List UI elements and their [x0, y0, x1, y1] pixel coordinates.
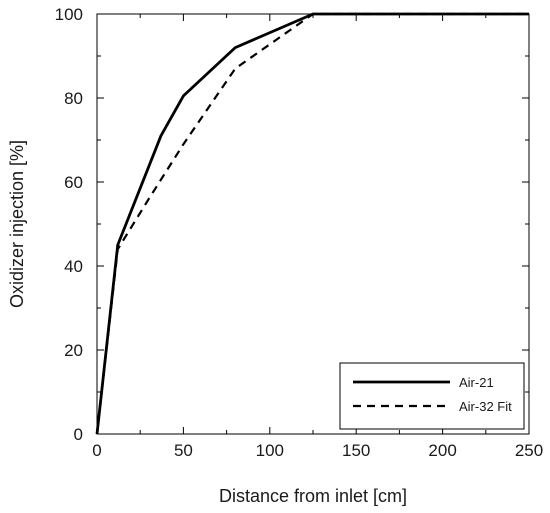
y-tick-label: 20 [64, 341, 83, 360]
legend: Air-21 Air-32 Fit [339, 362, 525, 430]
y-axis-title: Oxidizer injection [%] [7, 140, 27, 308]
y-tick-label: 0 [74, 425, 83, 444]
x-tick-label: 0 [92, 441, 101, 460]
legend-box [339, 362, 525, 430]
y-tick-label: 100 [55, 5, 83, 24]
axes: 0 50 100 150 200 250 0 20 40 60 80 100 [55, 5, 544, 460]
x-tick-label: 200 [428, 441, 456, 460]
x-tick-label: 100 [256, 441, 284, 460]
x-tick-label: 50 [174, 441, 193, 460]
y-tick-label: 80 [64, 89, 83, 108]
y-tick-label: 40 [64, 257, 83, 276]
x-tick-label: 150 [342, 441, 370, 460]
series-line-2 [95, 12, 529, 435]
series-layer [95, 12, 529, 435]
x-tick-label: 250 [515, 441, 543, 460]
legend-label-1: Air-21 [459, 375, 494, 390]
x-axis-title: Distance from inlet [cm] [219, 486, 407, 506]
legend-label-2: Air-32 Fit [459, 399, 512, 414]
y-tick-label: 60 [64, 173, 83, 192]
